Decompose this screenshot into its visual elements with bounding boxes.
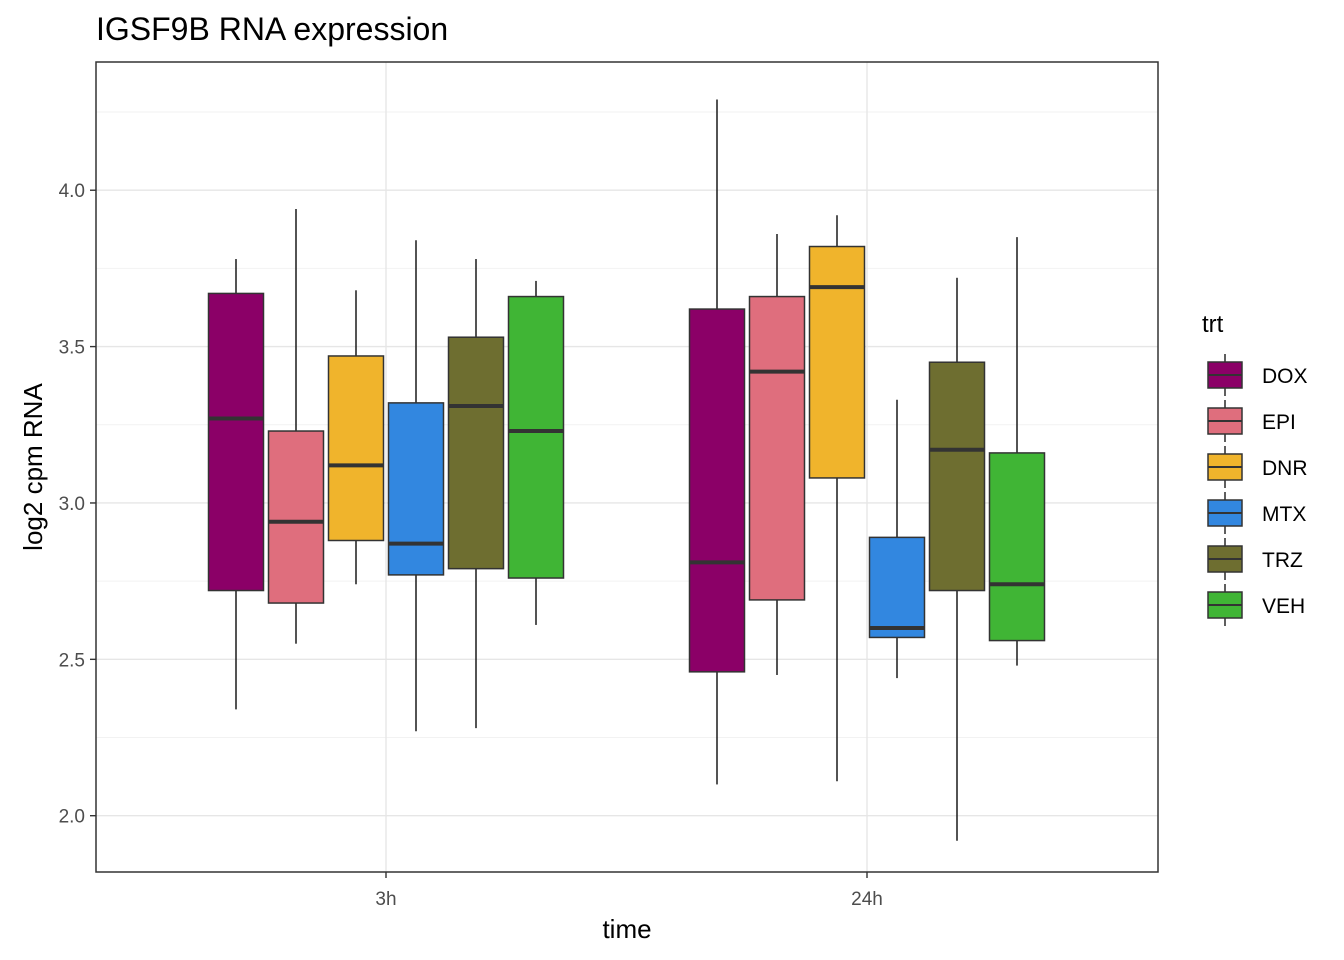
box-iqr [748, 295, 806, 601]
x-axis: 3h 24h [375, 872, 883, 910]
box-iqr [808, 245, 866, 479]
box-iqr [988, 452, 1046, 642]
box-iqr [207, 292, 265, 592]
box-mtx-24h [868, 399, 926, 679]
legend-item-mtx: MTX [1207, 492, 1306, 534]
x-axis-title: time [602, 914, 651, 944]
legend-label: VEH [1262, 595, 1305, 618]
y-tick-label: 3.5 [59, 338, 85, 359]
legend-item-epi: EPI [1207, 400, 1296, 442]
box-epi-24h [748, 234, 806, 675]
legend-item-veh: VEH [1207, 584, 1305, 626]
chart-title: IGSF9B RNA expression [96, 11, 448, 47]
box-veh-3h [507, 280, 565, 625]
box-iqr [928, 361, 986, 592]
y-axis: 2.0 2.5 3.0 3.5 4.0 [59, 181, 96, 828]
box-dox-24h [688, 99, 746, 785]
box-iqr [387, 402, 445, 576]
box-dnr-3h [327, 290, 385, 585]
legend-label: DOX [1262, 365, 1308, 388]
box-dox-3h [207, 259, 265, 710]
box-iqr [507, 295, 565, 579]
box-veh-24h [988, 237, 1046, 666]
legend-item-dnr: DNR [1207, 446, 1308, 488]
box-dnr-24h [808, 215, 866, 782]
y-tick-label: 2.5 [59, 650, 85, 671]
legend-label: DNR [1262, 457, 1308, 480]
legend-item-trz: TRZ [1207, 538, 1303, 580]
box-trz-24h [928, 277, 986, 841]
x-tick-label: 3h [375, 889, 396, 910]
plot-panel-border [95, 61, 1159, 873]
y-tick-label: 4.0 [59, 181, 85, 202]
box-mtx-3h [387, 240, 445, 732]
legend-label: TRZ [1262, 549, 1303, 572]
box-trz-3h [447, 259, 505, 729]
legend-item-dox: DOX [1207, 354, 1308, 396]
legend-label: MTX [1262, 503, 1306, 526]
x-tick-label: 24h [851, 889, 883, 910]
legend: trt DOX EPI DNR MTX TRZ VEH [1202, 311, 1308, 626]
y-tick-label: 3.0 [59, 494, 85, 515]
legend-label: EPI [1262, 411, 1296, 434]
box-iqr [868, 536, 926, 639]
y-axis-title: log2 cpm RNA [18, 383, 48, 551]
box-iqr [327, 355, 385, 542]
box-epi-3h [267, 208, 325, 644]
box-iqr [267, 430, 325, 604]
y-tick-label: 2.0 [59, 807, 85, 828]
box-iqr [447, 336, 505, 570]
box-iqr [688, 308, 746, 673]
legend-title: trt [1202, 311, 1224, 338]
boxes-layer [207, 99, 1046, 841]
